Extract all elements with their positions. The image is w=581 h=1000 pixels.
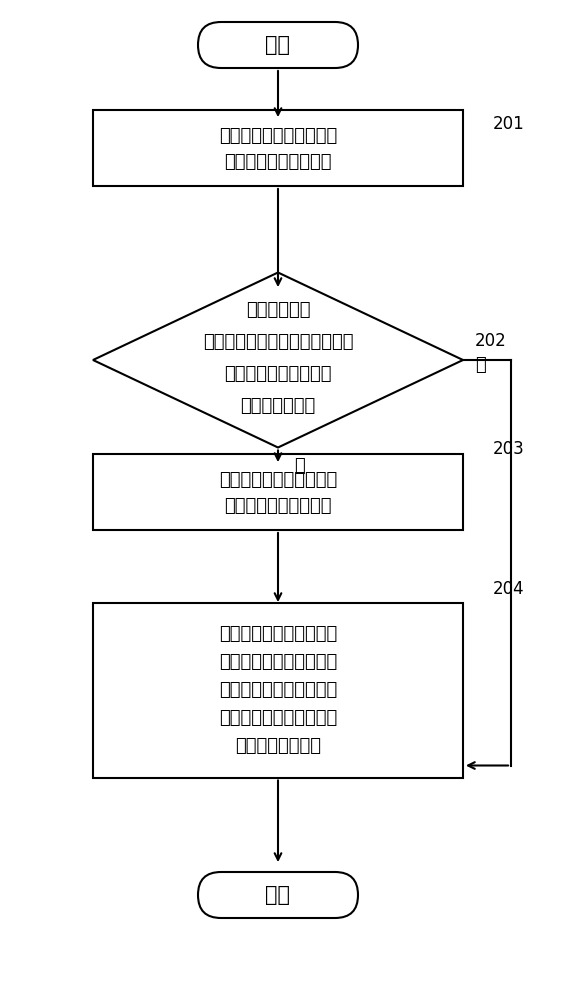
Text: 203: 203: [493, 440, 525, 458]
Text: 获检测器根据被调节后的: 获检测器根据被调节后的: [219, 681, 337, 699]
Text: 的目标电流的调节指令: 的目标电流的调节指令: [224, 497, 332, 515]
Text: 当前基本频率是否超出电压脉冲: 当前基本频率是否超出电压脉冲: [203, 333, 353, 351]
Bar: [93, 110, 463, 186]
Text: 201: 201: [493, 115, 525, 133]
Text: 根据调节指令来调节目标: 根据调节指令来调节目标: [219, 625, 337, 643]
Text: 否: 否: [475, 356, 486, 374]
Text: 判断检测到的: 判断检测到的: [246, 301, 310, 319]
Text: 压脉冲的基本频率: 压脉冲的基本频率: [235, 737, 321, 755]
Text: 目标电流的大小来调节电: 目标电流的大小来调节电: [219, 709, 337, 727]
Text: 电流的大小，以供电子俣: 电流的大小，以供电子俣: [219, 653, 337, 671]
Text: 并输出判断结果: 并输出判断结果: [241, 397, 315, 415]
Text: 是: 是: [294, 456, 305, 475]
Text: 结束: 结束: [266, 885, 290, 905]
Bar: [93, 602, 463, 778]
Text: 开始: 开始: [266, 35, 290, 55]
Text: 202: 202: [475, 332, 507, 350]
Bar: [93, 454, 463, 530]
Text: 检测电子俣获检测器中电: 检测电子俣获检测器中电: [219, 127, 337, 145]
Text: 的预定基本频率范围，: 的预定基本频率范围，: [224, 365, 332, 383]
FancyBboxPatch shape: [198, 22, 358, 68]
Text: 生成调节电子俣获检测器: 生成调节电子俣获检测器: [219, 471, 337, 489]
Text: 204: 204: [493, 580, 525, 598]
Polygon shape: [93, 272, 463, 448]
FancyBboxPatch shape: [198, 872, 358, 918]
Text: 压脉冲的当前基本频率: 压脉冲的当前基本频率: [224, 153, 332, 171]
